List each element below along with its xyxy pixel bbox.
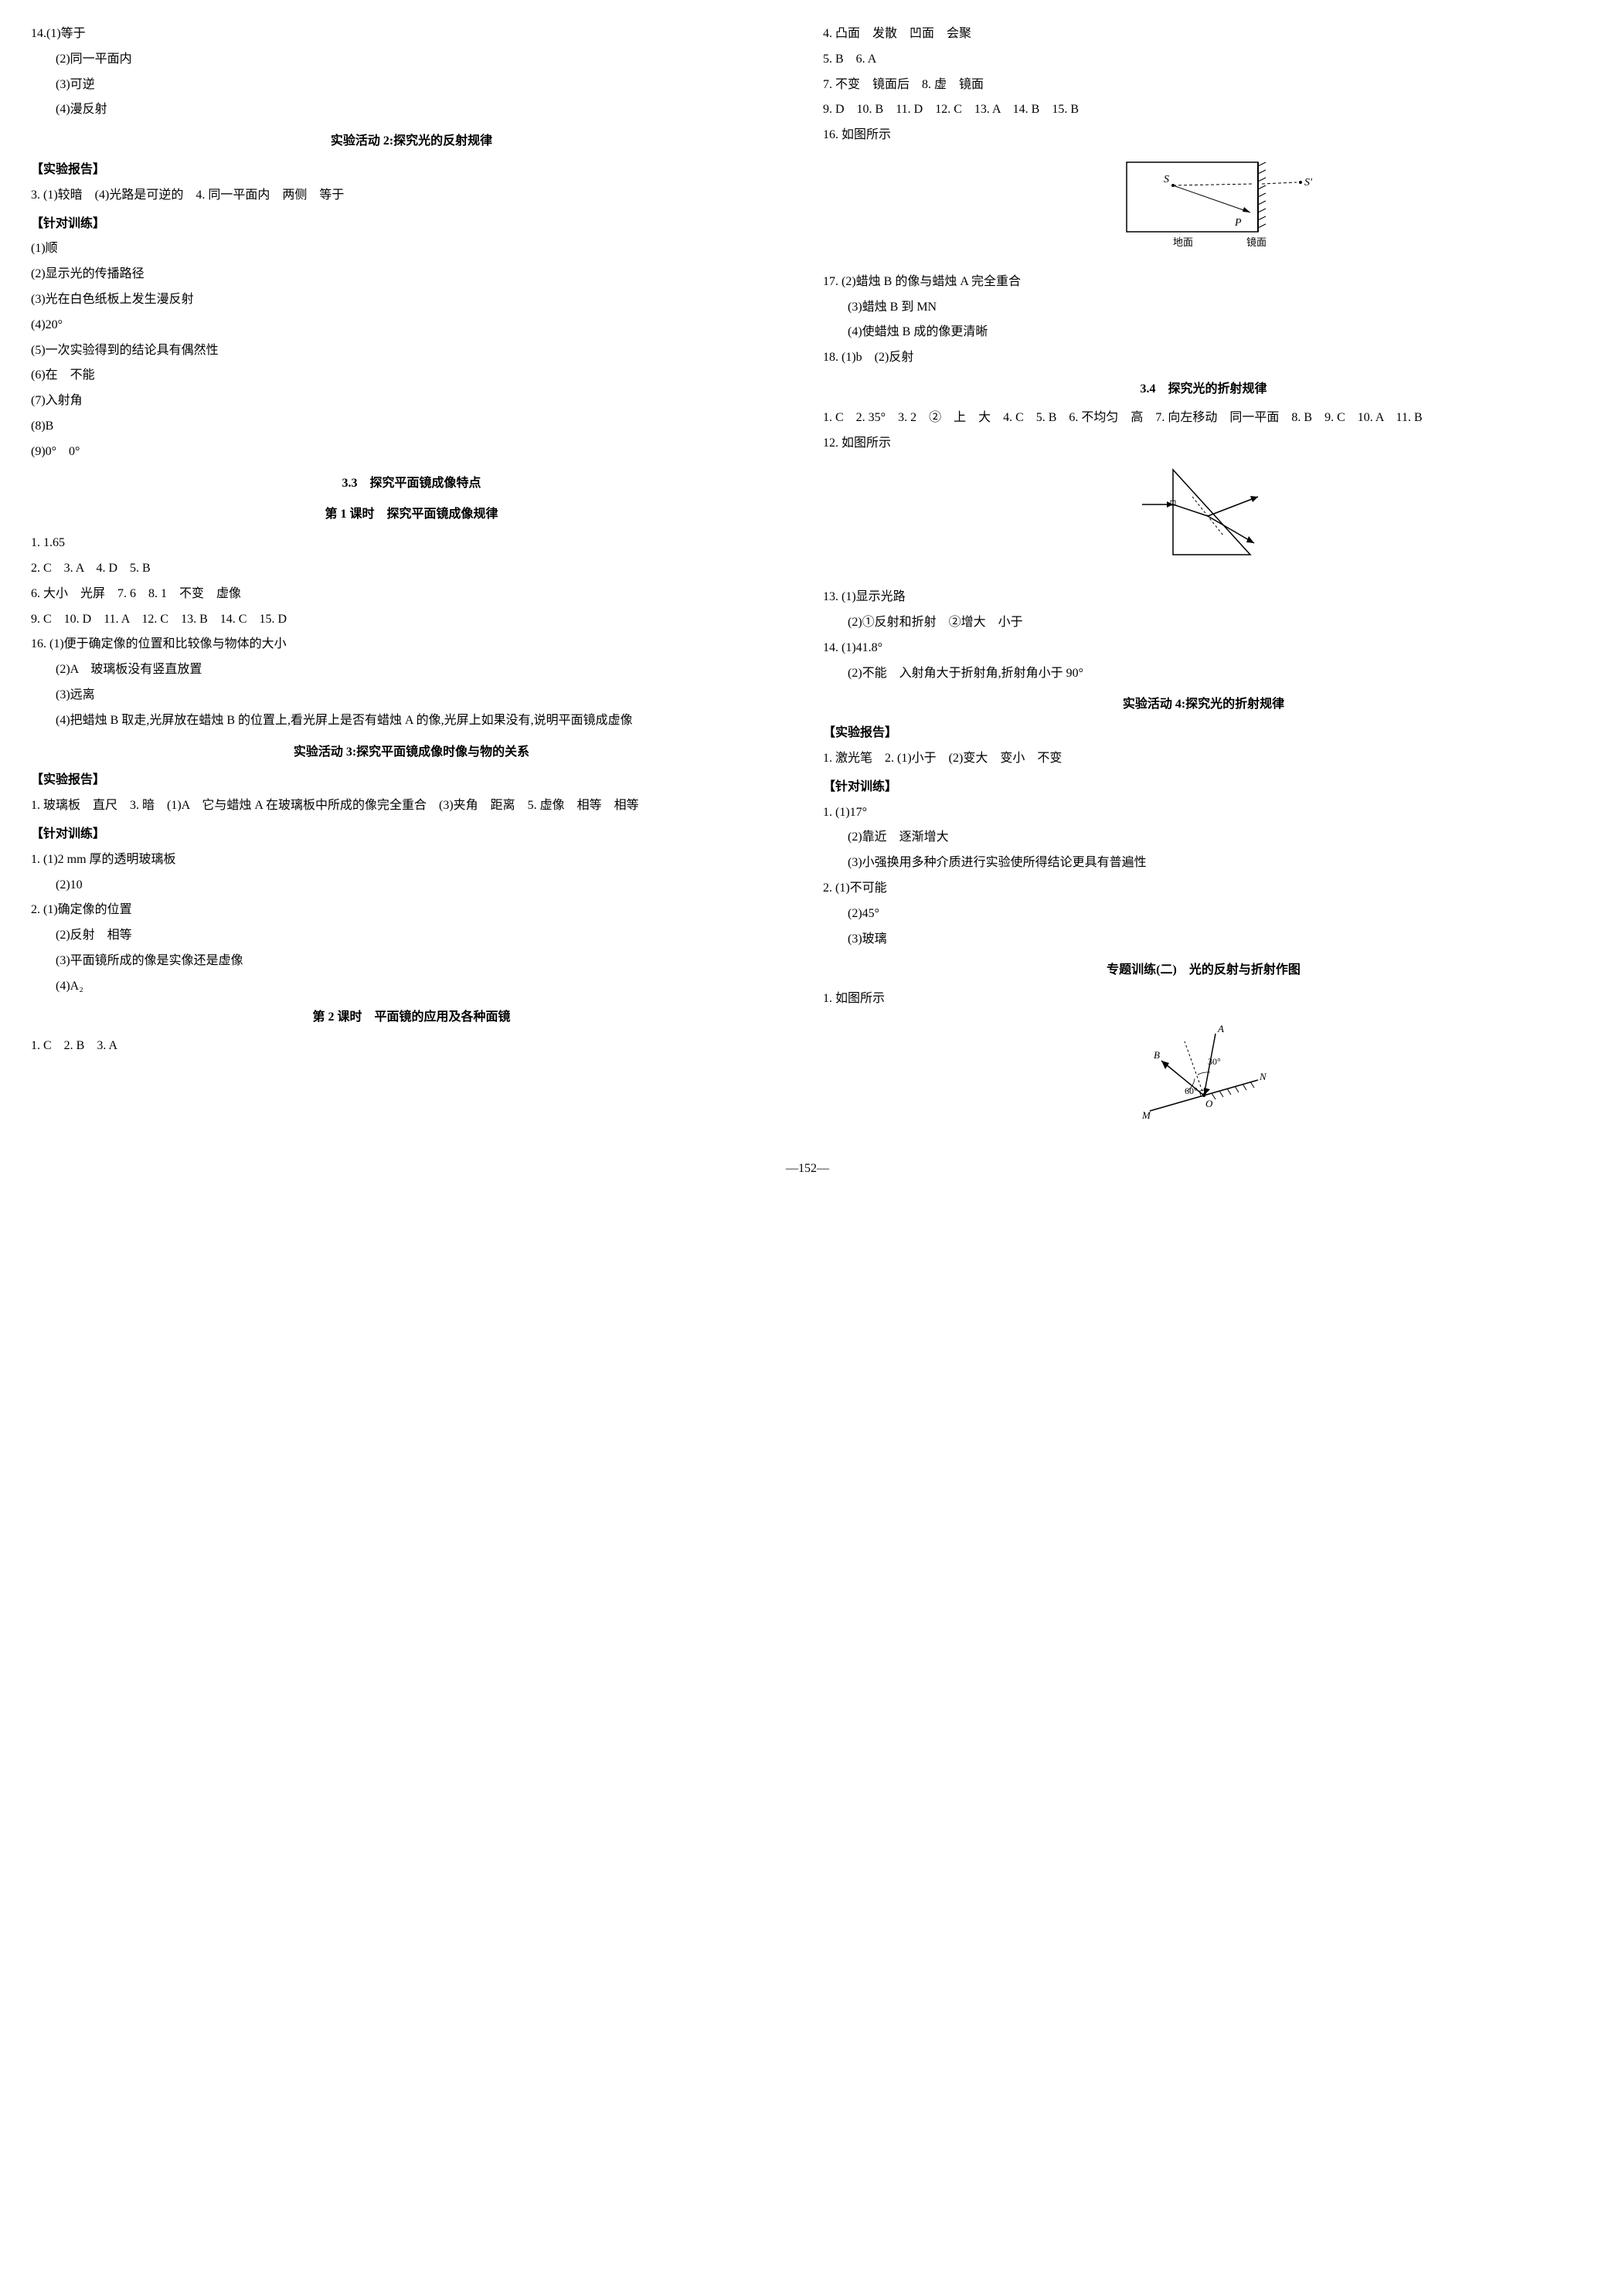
text: (2)10 bbox=[31, 875, 792, 897]
heading-activity-2: 实验活动 2:探究光的反射规律 bbox=[31, 131, 792, 153]
heading-3-4: 3.4 探究光的折射规律 bbox=[823, 379, 1584, 401]
section-practice-2: 【针对训练】 bbox=[31, 824, 792, 846]
text: 1. (1)17° bbox=[823, 802, 1584, 824]
text: 1. C 2. B 3. A bbox=[31, 1035, 792, 1058]
heading-lesson-2: 第 2 课时 平面镜的应用及各种面镜 bbox=[31, 1007, 792, 1029]
text: 1. 如图所示 bbox=[823, 988, 1584, 1010]
text: 5. B 6. A bbox=[823, 49, 1584, 71]
text: (2)显示光的传播路径 bbox=[31, 263, 792, 286]
text: 9. D 10. B 11. D 12. C 13. A 14. B 15. B bbox=[823, 99, 1584, 121]
mirror-svg: S S' P 地面 镜面 bbox=[1096, 155, 1312, 255]
q14-3: (3)可逆 bbox=[31, 74, 792, 97]
heading-activity-4: 实验活动 4:探究光的折射规律 bbox=[823, 694, 1584, 716]
text: 13. (1)显示光路 bbox=[823, 586, 1584, 609]
text: (3)蜡烛 B 到 MN bbox=[823, 297, 1584, 319]
text: (2)反射 相等 bbox=[31, 925, 792, 947]
text: 18. (1)b (2)反射 bbox=[823, 347, 1584, 369]
text: 1. 1.65 bbox=[31, 532, 792, 555]
text: (2)45° bbox=[823, 903, 1584, 926]
text: 1. C 2. 35° 3. 2 ② 上 大 4. C 5. B 6. 不均匀 … bbox=[823, 407, 1584, 430]
text: 6. 大小 光屏 7. 6 8. 1 不变 虚像 bbox=[31, 583, 792, 606]
q14-num: 14.(1)等于 bbox=[31, 23, 792, 46]
text: (5)一次实验得到的结论具有偶然性 bbox=[31, 340, 792, 362]
label-m: M bbox=[1141, 1109, 1151, 1121]
q14-2: (2)同一平面内 bbox=[31, 49, 792, 71]
text: (2)A 玻璃板没有竖直放置 bbox=[31, 659, 792, 681]
text: (7)入射角 bbox=[31, 390, 792, 413]
label-o: O bbox=[1205, 1098, 1213, 1109]
section-report-1: 【实验报告】 bbox=[31, 159, 792, 182]
text: (4)使蜡烛 B 成的像更清晰 bbox=[823, 321, 1584, 344]
text: 14. bbox=[31, 27, 46, 40]
text: 1. (1)2 mm 厚的透明玻璃板 bbox=[31, 849, 792, 871]
text: (8)B bbox=[31, 416, 792, 438]
label-mirror: 镜面 bbox=[1246, 236, 1266, 248]
text: (3)光在白色纸板上发生漫反射 bbox=[31, 289, 792, 311]
text: 2. (1)确定像的位置 bbox=[31, 899, 792, 922]
text: (9)0° 0° bbox=[31, 441, 792, 464]
heading-3-3: 3.3 探究平面镜成像特点 bbox=[31, 473, 792, 495]
text: (2)不能 入射角大于折射角,折射角小于 90° bbox=[823, 663, 1584, 685]
text: 1. 玻璃板 直尺 3. 暗 (1)A 它与蜡烛 A 在玻璃板中所成的像完全重合… bbox=[31, 795, 792, 817]
text: 16. (1)便于确定像的位置和比较像与物体的大小 bbox=[31, 633, 792, 656]
label-sp: S' bbox=[1304, 177, 1312, 189]
text: 3. (1)较暗 (4)光路是可逆的 4. 同一平面内 两侧 等于 bbox=[31, 185, 792, 207]
text: (4)A₂ bbox=[31, 976, 792, 998]
label-s: S bbox=[1164, 174, 1169, 185]
page-number: ―152― bbox=[31, 1158, 1584, 1180]
text: 14. (1)41.8° bbox=[823, 637, 1584, 660]
q14-4: (4)漫反射 bbox=[31, 99, 792, 121]
refraction-diagram bbox=[823, 462, 1584, 579]
heading-topic-2: 专题训练(二) 光的反射与折射作图 bbox=[823, 959, 1584, 982]
section-practice-1: 【针对训练】 bbox=[31, 213, 792, 236]
right-column: 4. 凸面 发散 凹面 会聚 5. B 6. A 7. 不变 镜面后 8. 虚 … bbox=[823, 23, 1584, 1143]
reflection-angle-diagram: M N O A B 30° 60° bbox=[823, 1018, 1584, 1135]
text: (3)小强换用多种介质进行实验使所得结论更具有普遍性 bbox=[823, 852, 1584, 875]
page-container: 14.(1)等于 (2)同一平面内 (3)可逆 (4)漫反射 实验活动 2:探究… bbox=[31, 23, 1584, 1143]
text: (3)玻璃 bbox=[823, 929, 1584, 951]
refraction-svg bbox=[1134, 462, 1273, 570]
text: (2)①反射和折射 ②增大 小于 bbox=[823, 612, 1584, 634]
text: 9. C 10. D 11. A 12. C 13. B 14. C 15. D bbox=[31, 609, 792, 631]
label-p: P bbox=[1234, 217, 1242, 229]
label-n: N bbox=[1259, 1071, 1267, 1082]
label-ground: 地面 bbox=[1173, 236, 1193, 248]
section-practice-3: 【针对训练】 bbox=[823, 776, 1584, 799]
angle-30: 30° bbox=[1208, 1056, 1221, 1067]
text: 4. 凸面 发散 凹面 会聚 bbox=[823, 23, 1584, 46]
text: (3)远离 bbox=[31, 684, 792, 707]
text: (6)在 不能 bbox=[31, 365, 792, 387]
text: 7. 不变 镜面后 8. 虚 镜面 bbox=[823, 74, 1584, 97]
label-a: A bbox=[1217, 1023, 1224, 1034]
text: (4)20° bbox=[31, 314, 792, 337]
section-report-3: 【实验报告】 bbox=[823, 722, 1584, 745]
text: (1)等于 bbox=[46, 27, 86, 40]
text: (2)靠近 逐渐增大 bbox=[823, 827, 1584, 849]
left-column: 14.(1)等于 (2)同一平面内 (3)可逆 (4)漫反射 实验活动 2:探究… bbox=[31, 23, 792, 1143]
text: 16. 如图所示 bbox=[823, 124, 1584, 147]
text: (3)平面镜所成的像是实像还是虚像 bbox=[31, 950, 792, 973]
heading-activity-3: 实验活动 3:探究平面镜成像时像与物的关系 bbox=[31, 742, 792, 764]
text: 1. 激光笔 2. (1)小于 (2)变大 变小 不变 bbox=[823, 748, 1584, 770]
text: 17. (2)蜡烛 B 的像与蜡烛 A 完全重合 bbox=[823, 271, 1584, 294]
text: 12. 如图所示 bbox=[823, 433, 1584, 455]
text: 2. (1)不可能 bbox=[823, 878, 1584, 900]
text: (4)把蜡烛 B 取走,光屏放在蜡烛 B 的位置上,看光屏上是否有蜡烛 A 的像… bbox=[31, 710, 792, 732]
text: (1)顺 bbox=[31, 238, 792, 260]
text: 2. C 3. A 4. D 5. B bbox=[31, 558, 792, 580]
heading-lesson-1: 第 1 课时 探究平面镜成像规律 bbox=[31, 504, 792, 526]
label-b: B bbox=[1154, 1049, 1160, 1061]
mirror-diagram: S S' P 地面 镜面 bbox=[823, 155, 1584, 263]
section-report-2: 【实验报告】 bbox=[31, 769, 792, 792]
angle-svg: M N O A B 30° 60° bbox=[1127, 1018, 1281, 1126]
